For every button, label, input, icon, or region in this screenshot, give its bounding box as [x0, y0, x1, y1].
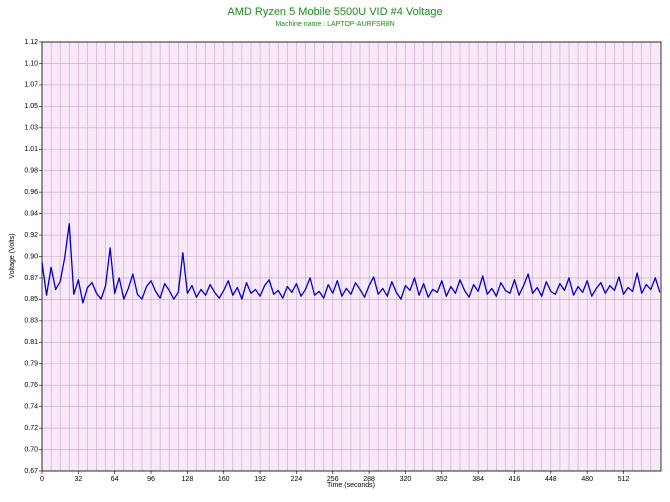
y-tick-label: 0.98: [24, 168, 38, 175]
y-tick-label: 0.72: [24, 425, 38, 432]
y-tick-label: 0.83: [24, 318, 38, 325]
plot-border: [41, 41, 662, 472]
chart-subtitle: Machine name : LAPTOP-AURFSR8N: [275, 21, 394, 28]
y-tick-label: 0.81: [24, 339, 38, 346]
y-tick-label: 0.70: [24, 446, 38, 453]
x-tick-label: 384: [472, 476, 484, 483]
y-tick-label: 1.05: [24, 103, 38, 110]
x-tick-label: 64: [111, 476, 119, 483]
x-tick-label: 0: [40, 476, 44, 483]
x-axis-label: Time (seconds): [327, 482, 375, 489]
x-tick-label: 160: [218, 476, 230, 483]
y-tick-label: 0.79: [24, 361, 38, 368]
y-tick-label: 1.03: [24, 125, 38, 132]
y-tick-label: 1.10: [24, 60, 38, 67]
y-tick-label: 0.76: [24, 382, 38, 389]
y-axis-label: Voltage (Volts): [9, 233, 16, 278]
data-line: [41, 223, 661, 304]
x-tick-label: 288: [363, 476, 375, 483]
x-tick-label: 32: [74, 476, 82, 483]
y-tick-label: 1.01: [24, 146, 38, 153]
x-tick-label: 128: [182, 476, 194, 483]
y-tick-label: 0.96: [24, 189, 38, 196]
x-tick-label: 96: [147, 476, 155, 483]
y-tick-label: 0.74: [24, 403, 38, 410]
y-tick-label: 0.67: [24, 468, 38, 475]
y-tick-label: 0.92: [24, 232, 38, 239]
x-tick-label: 320: [400, 476, 412, 483]
x-tick-label: 512: [618, 476, 630, 483]
x-tick-label: 224: [291, 476, 303, 483]
x-tick-label: 448: [545, 476, 557, 483]
x-tick-label: 416: [509, 476, 521, 483]
y-tick-label: 0.87: [24, 275, 38, 282]
x-tick-label: 192: [254, 476, 266, 483]
y-tick-label: 0.94: [24, 210, 38, 217]
y-tick-label: 1.12: [24, 39, 38, 46]
x-tick-label: 480: [581, 476, 593, 483]
x-tick-label: 256: [327, 476, 339, 483]
chart-title: AMD Ryzen 5 Mobile 5500U VID #4 Voltage: [227, 6, 442, 18]
y-tick-label: 1.07: [24, 82, 38, 89]
y-tick-label: 0.90: [24, 253, 38, 260]
x-tick-label: 352: [436, 476, 448, 483]
y-tick-label: 0.85: [24, 296, 38, 303]
